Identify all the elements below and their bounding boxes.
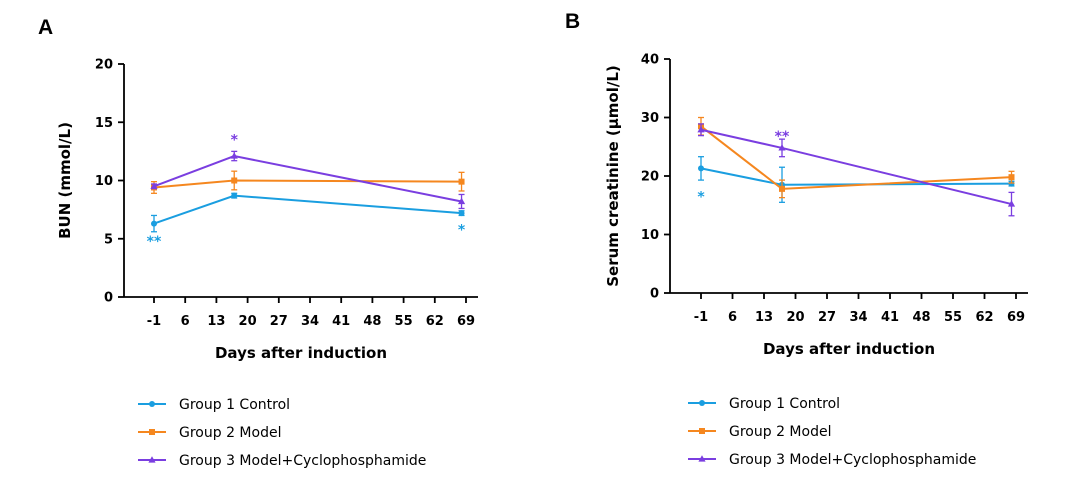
data-point bbox=[458, 210, 465, 217]
legend-label: Group 3 Model+Cyclophosphamide bbox=[179, 453, 426, 469]
y-tick-label: 10 bbox=[641, 228, 659, 243]
series-line bbox=[700, 167, 1012, 186]
x-tick-label: 34 bbox=[301, 314, 319, 329]
series-line bbox=[153, 154, 462, 203]
legend-marker bbox=[698, 455, 706, 462]
legend-marker bbox=[148, 456, 156, 463]
panel-label: A bbox=[38, 16, 53, 39]
x-tick-label: 6 bbox=[181, 314, 190, 329]
data-point bbox=[230, 152, 238, 159]
chart-panel-b: B 0 10 20 30 40 -1 6 13 20 27 34 41 48 55 62 69 Days afte… bbox=[565, 10, 1028, 468]
x-tick-label: 27 bbox=[818, 310, 836, 325]
y-tick-label: 0 bbox=[104, 291, 113, 306]
y-tick-label: 20 bbox=[641, 170, 659, 185]
panel-label: B bbox=[565, 10, 580, 33]
y-tick-label: 0 bbox=[650, 287, 659, 302]
data-point bbox=[779, 185, 785, 192]
series-3 bbox=[150, 150, 466, 210]
legend-label: Group 2 Model bbox=[729, 424, 831, 440]
legend: Group 1 Control Group 2 Model Group 3 Mode… bbox=[688, 396, 976, 468]
series-line bbox=[153, 194, 462, 225]
significance-mark: ** bbox=[775, 129, 790, 145]
chart-panel-a: A 0 5 10 15 20 -1 6 13 20 27 34 41 48 55 62 69 Days after… bbox=[38, 16, 478, 469]
x-tick-label: 55 bbox=[395, 314, 413, 329]
series-line bbox=[700, 128, 1012, 206]
significance-mark: ** bbox=[147, 234, 162, 250]
x-tick-label: 34 bbox=[849, 310, 867, 325]
legend-label: Group 1 Control bbox=[729, 396, 840, 412]
x-tick-label: 48 bbox=[363, 314, 381, 329]
x-tick-label: 20 bbox=[239, 314, 257, 329]
x-tick-label: 41 bbox=[881, 310, 899, 325]
x-tick-label: 41 bbox=[332, 314, 350, 329]
x-tick-label: 27 bbox=[270, 314, 288, 329]
series-2 bbox=[698, 116, 1015, 199]
y-tick-label: 20 bbox=[95, 58, 113, 73]
series-line bbox=[700, 125, 1012, 190]
legend-marker bbox=[149, 429, 155, 435]
x-tick-label: 20 bbox=[786, 310, 804, 325]
y-tick-label: 15 bbox=[95, 116, 113, 131]
x-tick-label: 13 bbox=[207, 314, 225, 329]
significance-mark: * bbox=[458, 222, 466, 238]
data-point bbox=[150, 182, 158, 189]
data-point bbox=[458, 178, 465, 185]
x-axis-title: Days after induction bbox=[215, 344, 387, 362]
x-tick-label: 48 bbox=[912, 310, 930, 325]
x-tick-label: -1 bbox=[147, 314, 161, 329]
series-2 bbox=[151, 170, 465, 194]
x-tick-label: 13 bbox=[755, 310, 773, 325]
legend-marker bbox=[699, 400, 705, 406]
series-3 bbox=[697, 123, 1016, 217]
data-point bbox=[698, 165, 704, 172]
y-tick-label: 10 bbox=[95, 174, 113, 189]
x-tick-label: -1 bbox=[694, 310, 708, 325]
data-point bbox=[231, 192, 238, 199]
legend-marker bbox=[149, 401, 155, 407]
y-tick-label: 5 bbox=[104, 232, 113, 247]
significance-mark: * bbox=[231, 133, 239, 149]
data-point bbox=[231, 177, 238, 184]
data-point bbox=[778, 144, 786, 151]
series-1 bbox=[151, 192, 465, 233]
legend-label: Group 2 Model bbox=[179, 425, 281, 441]
data-point bbox=[697, 125, 705, 133]
x-tick-label: 69 bbox=[1007, 310, 1025, 325]
data-point bbox=[457, 197, 466, 205]
x-tick-label: 62 bbox=[975, 310, 993, 325]
legend-marker bbox=[699, 428, 705, 434]
data-point bbox=[1007, 200, 1016, 207]
significance-mark: * bbox=[697, 189, 705, 205]
legend-label: Group 3 Model+Cyclophosphamide bbox=[729, 452, 976, 468]
data-point bbox=[1008, 174, 1015, 181]
series-line bbox=[153, 179, 462, 189]
y-tick-label: 30 bbox=[641, 111, 659, 126]
y-axis-title: BUN (mmol/L) bbox=[56, 122, 74, 239]
legend-label: Group 1 Control bbox=[179, 397, 290, 413]
y-tick-label: 40 bbox=[641, 53, 659, 68]
x-tick-label: 55 bbox=[944, 310, 962, 325]
data-point bbox=[151, 220, 157, 227]
x-tick-label: 69 bbox=[457, 314, 475, 329]
x-axis-title: Days after induction bbox=[763, 340, 935, 358]
y-axis-title: Serum creatinine (µmol/L) bbox=[604, 65, 622, 287]
legend: Group 1 Control Group 2 Model Group 3 Mode… bbox=[138, 397, 426, 469]
x-tick-label: 62 bbox=[426, 314, 444, 329]
x-tick-label: 6 bbox=[728, 310, 737, 325]
